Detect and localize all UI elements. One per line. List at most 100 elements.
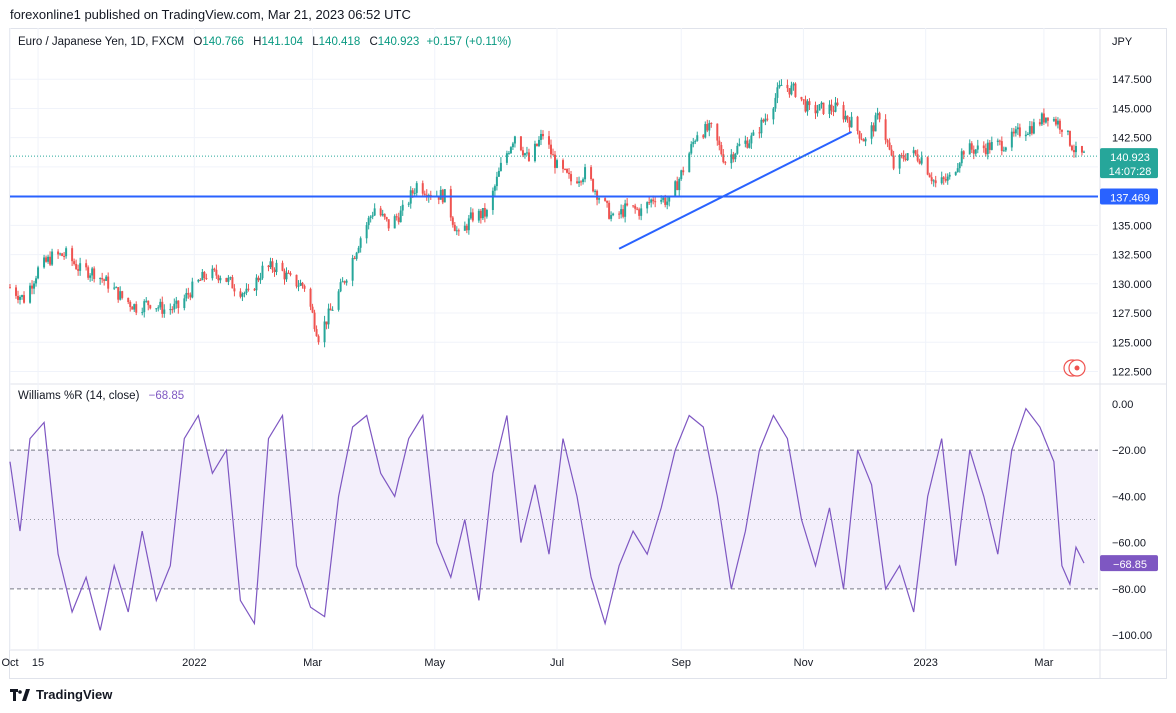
candle-body [505, 153, 508, 163]
candle-body [297, 285, 300, 287]
candle-body [676, 181, 679, 191]
candle-body [343, 281, 346, 283]
candle-body [183, 298, 186, 309]
last-price-tag: 140.923 14:07:28 [1100, 148, 1158, 179]
candle-body [788, 88, 791, 95]
drawings [10, 130, 1098, 250]
price-tick-label: 145.000 [1112, 103, 1152, 115]
candle-body [1042, 113, 1045, 123]
candle-body [912, 150, 915, 154]
candle-body [381, 213, 384, 216]
candle-body [806, 101, 809, 112]
osc-tick-label: −40.00 [1112, 491, 1146, 503]
candle-body [255, 277, 258, 291]
candle-body [928, 174, 931, 178]
candle-body [582, 179, 585, 183]
candle-body [283, 270, 286, 280]
candle-body [411, 190, 414, 194]
candle-body [75, 263, 78, 270]
osc-value-tag-bg [1100, 555, 1158, 572]
candle-body [748, 143, 751, 148]
candle-body [327, 308, 330, 325]
candle-body [267, 265, 270, 268]
change-value: +0.157 (+0.11%) [426, 36, 512, 48]
candle-body [850, 116, 853, 128]
candle-body [804, 99, 807, 112]
candle-body [734, 153, 737, 160]
candle-body [790, 85, 793, 95]
candle-body [736, 145, 739, 154]
replay-icon-dot [1074, 365, 1080, 371]
candle-body [247, 288, 250, 290]
candle-body [892, 155, 895, 169]
replay-icon [1063, 359, 1086, 377]
candle-body [227, 277, 230, 282]
candle-body [533, 143, 536, 162]
candle-body [369, 216, 372, 218]
candle-body [339, 282, 342, 292]
candle-body [105, 276, 108, 281]
candle-body [794, 83, 797, 97]
candle-body [1010, 131, 1013, 148]
candle-body [163, 309, 166, 314]
candle-body [113, 287, 116, 289]
osc-band [10, 449, 1098, 590]
main-legend: Euro / Japanese Yen, 1D, FXCM O140.766 H… [18, 36, 511, 48]
candle-body [79, 263, 82, 271]
candle-body [1000, 141, 1003, 151]
candle-body [65, 248, 68, 257]
candle-body [972, 149, 975, 154]
candle-body [61, 253, 64, 256]
candle-body [311, 306, 314, 313]
candle-body [846, 115, 849, 121]
candle-body [229, 277, 232, 279]
tradingview-logo[interactable]: TradingView [10, 687, 112, 702]
candle-body [800, 96, 803, 100]
candle-body [453, 224, 456, 232]
candle-body [359, 238, 362, 248]
candle-body [724, 162, 727, 164]
candle-body [660, 199, 663, 202]
candle-body [141, 312, 144, 314]
candle-body [201, 272, 204, 281]
candle-body [259, 278, 262, 281]
candle-body [738, 143, 741, 146]
currency-label: JPY [1112, 36, 1133, 48]
candle-body [51, 251, 54, 265]
candle-body [101, 277, 104, 280]
candle-body [932, 180, 935, 182]
candle-body [99, 277, 102, 280]
candle-body [704, 124, 707, 138]
candle-body [774, 97, 777, 109]
candle-body [776, 87, 779, 98]
candle-body [760, 119, 763, 134]
candle-body [610, 215, 613, 219]
candle-body [315, 329, 318, 337]
candle-body [211, 268, 214, 279]
candle-body [1074, 146, 1077, 153]
candle-body [511, 143, 514, 148]
candle-body [551, 154, 554, 156]
candle-body [944, 178, 947, 181]
candle-body [481, 208, 484, 219]
candle-body [351, 257, 354, 281]
candle-body [145, 300, 148, 302]
candle-body [942, 177, 945, 179]
candle-body [786, 84, 789, 89]
candle-body [622, 209, 625, 217]
candle-body [566, 169, 569, 173]
candle-body [541, 133, 544, 137]
candle-body [47, 256, 50, 262]
candle-body [820, 102, 823, 105]
candle-body [766, 118, 769, 120]
oscillator-value: −68.85 [148, 390, 185, 402]
candle-body [634, 205, 637, 209]
candle-body [19, 296, 22, 300]
candle-body [463, 225, 466, 231]
candle-body [580, 181, 583, 183]
candle-body [477, 210, 480, 221]
candle-body [519, 136, 522, 151]
candle-body [485, 210, 488, 217]
candle-body [401, 204, 404, 211]
